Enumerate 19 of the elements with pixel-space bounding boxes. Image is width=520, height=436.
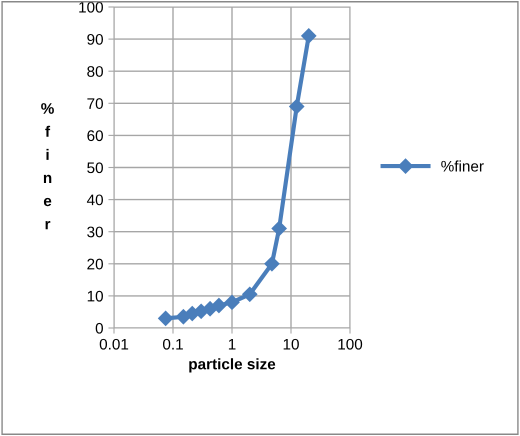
y-tick-label: 70: [87, 98, 103, 109]
y-axis-title: %finer: [41, 103, 54, 230]
y-tick-label: 40: [86, 194, 103, 206]
y-tick-label: 80: [87, 66, 103, 77]
x-tick-label: 10: [284, 338, 299, 350]
y-tick-label: 0: [96, 322, 103, 334]
y-tick-label: 50: [87, 162, 103, 174]
y-tick-label: 90: [87, 34, 103, 45]
x-tick-label: 100: [338, 338, 362, 350]
legend-label: %finer: [441, 160, 484, 172]
y-tick-label: 10: [88, 290, 103, 302]
y-tick-label: 100: [79, 2, 103, 13]
y-tick-label: 20: [87, 258, 103, 270]
x-tick-label: 0.01: [100, 338, 128, 350]
y-tick-label: 30: [87, 226, 103, 238]
x-axis-title: particle size: [189, 358, 276, 372]
x-tick-label: 1: [228, 338, 236, 350]
x-tick-label: 0.1: [162, 338, 183, 350]
y-tick-label: 60: [87, 130, 103, 142]
